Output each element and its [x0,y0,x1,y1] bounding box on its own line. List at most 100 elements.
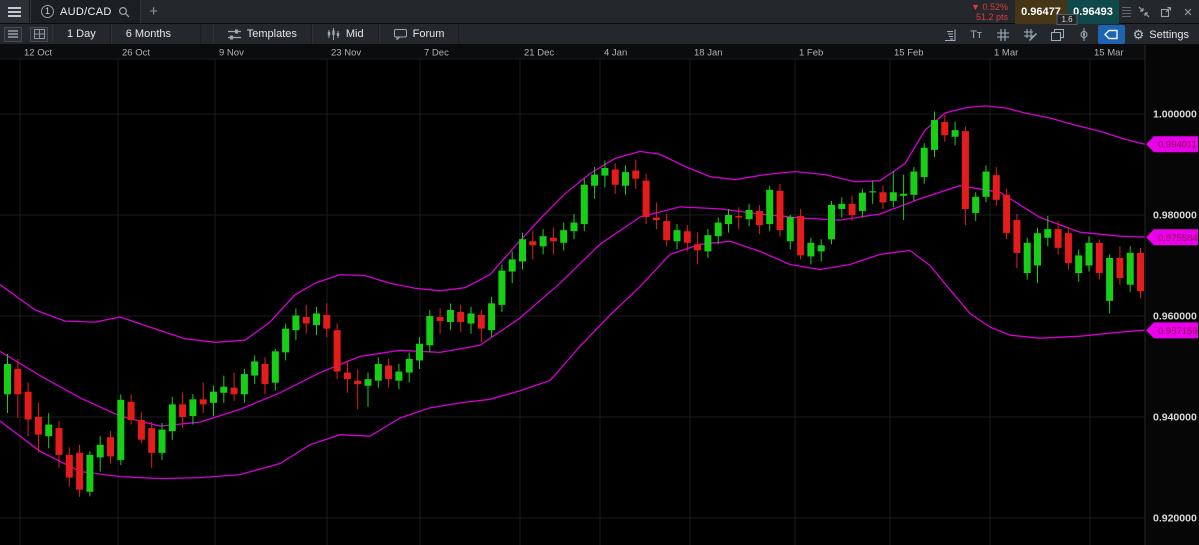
candle [797,216,805,256]
templates-sliders-icon [227,29,241,39]
candle [941,122,949,136]
candle [333,330,341,372]
candle [951,130,959,137]
candle [560,230,568,243]
bollinger-upper-band [0,105,1146,343]
templates-button[interactable]: Templates [212,24,312,44]
candle [230,387,238,395]
candle [251,361,259,376]
candlestick-icon [327,28,340,40]
search-icon[interactable] [118,6,130,18]
band-price-tag-label: 0.994011 [1158,140,1197,151]
chart-area: 1.000000 0.980000 0.960000 0.940000 0.920000… [0,45,1199,545]
candle [931,120,938,150]
candle [96,444,104,458]
crosshair-tool-button[interactable] [1071,25,1098,44]
candle [55,428,63,455]
candle [271,351,279,383]
forum-speech-bubble-icon [393,28,407,40]
candle [127,401,135,421]
gridlines [0,59,1145,545]
candle [961,131,969,209]
instrument-symbol: AUD/CAD [60,5,112,18]
price-tick-label: 0.940000 [1153,412,1197,424]
sell-buy-quote: 0.96477 0.96493 1.6 [1015,0,1119,25]
candle [1023,242,1031,274]
date-tick-label: 23 Nov [331,48,361,59]
range-dropdown[interactable]: 6 Months [110,24,201,44]
date-tick-label: 9 Nov [219,48,244,59]
close-button[interactable]: ✕ [1183,6,1193,19]
candle [755,210,763,226]
candle [889,192,897,201]
collapse-button[interactable] [1133,0,1155,24]
layout-button[interactable] [26,24,52,44]
price-tick-label: 1.000000 [1153,109,1197,121]
candle [343,372,351,380]
candle [992,175,1000,200]
draw-tools-button[interactable] [1017,25,1044,44]
candle [76,452,84,490]
candle [817,245,825,252]
grid-icon [997,28,1010,41]
candle [1054,229,1062,248]
candle [714,222,722,237]
grid-toggle-button[interactable] [990,25,1017,44]
candle [1106,257,1114,301]
candle [766,189,774,225]
candle [210,391,217,403]
candle [508,259,516,272]
add-tab-button[interactable]: + [149,3,158,20]
date-tick-label: 15 Feb [894,48,924,59]
candle [611,169,619,185]
price-change: ▼ 0.52% 51.2 pts [971,0,1008,24]
band-price-tag-label: 0.957159 [1158,326,1198,337]
duplicate-chart-button[interactable] [1044,25,1071,44]
forum-button[interactable]: Forum [378,24,460,44]
candle [879,192,887,203]
date-tick-label: 1 Feb [799,48,823,59]
instrument-tab[interactable]: 1 AUD/CAD [30,0,141,23]
candle [652,217,660,221]
band-price-tag [1146,136,1198,153]
popout-button[interactable] [1155,0,1177,24]
candle [1085,242,1093,266]
text-annotation-button[interactable]: Tт [970,28,982,41]
bollinger-middle-band [0,185,1146,427]
candle [848,203,856,215]
layers-icon [1050,28,1064,41]
settings-label: Settings [1149,28,1189,41]
candle [570,222,578,232]
sell-price-button[interactable]: 0.96477 [1015,0,1067,24]
price-chart[interactable]: 1.000000 0.980000 0.960000 0.940000 0.920000… [0,45,1199,545]
tab-number-badge: 1 [41,5,54,18]
candle [1013,220,1021,253]
candle [117,399,125,460]
templates-label: Templates [246,28,297,40]
candle [1044,229,1052,238]
timeframe-dropdown[interactable]: 1 Day [52,24,111,44]
grid-pencil-icon [1023,28,1037,41]
candle [4,363,11,395]
gear-icon: ⚙ [1132,27,1145,42]
candle [519,239,526,262]
price-label-tool-button[interactable] [1097,25,1125,44]
hamburger-menu-button[interactable] [0,0,30,23]
date-tick-label: 18 Jan [694,48,723,59]
date-tick-label: 4 Jan [604,48,627,59]
date-tick-label: 7 Dec [424,48,449,59]
chart-list-button[interactable] [0,24,26,44]
drag-handle[interactable] [1119,0,1133,24]
order-ticket-button[interactable] [936,25,963,44]
candle [395,371,403,381]
candle [601,168,609,176]
candle [663,221,671,241]
candle [24,391,32,420]
price-mode-label: Mid [345,28,364,40]
price-mode-dropdown[interactable]: Mid [311,24,379,44]
settings-button[interactable]: ⚙ Settings [1125,28,1199,41]
candle [148,428,156,453]
candle [220,386,228,393]
candle [405,358,413,373]
chart-toolbar: 1 Day 6 Months Templates Mid [0,24,1199,45]
